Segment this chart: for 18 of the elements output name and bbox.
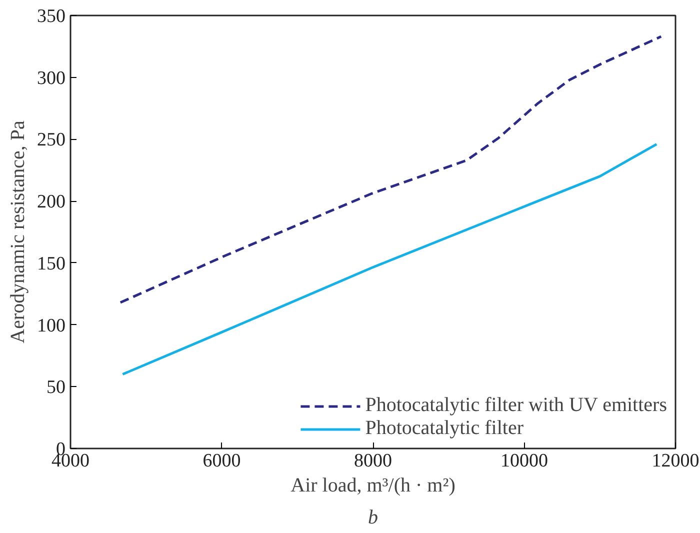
y-tick-label: 200 <box>37 192 66 213</box>
x-tick-label: 12000 <box>652 450 700 472</box>
x-tick-label: 10000 <box>500 450 548 472</box>
x-tick-label: 8000 <box>354 450 392 472</box>
line-series <box>119 35 662 304</box>
y-tick-label: 100 <box>37 315 66 336</box>
legend-label: Photocatalytic filter <box>365 417 524 440</box>
y-tick-label: 50 <box>46 377 66 398</box>
y-tick-label: 300 <box>37 68 66 89</box>
legend-label: Photocatalytic filter with UV emitters <box>365 394 667 417</box>
x-axis-title: Air load, m³/(h · m²) <box>290 474 456 496</box>
y-tick-label: 150 <box>37 253 66 274</box>
y-axis-title: Aerodynamic resistance, Pa <box>7 120 29 344</box>
y-tick-label: 250 <box>37 130 66 151</box>
text: b <box>368 506 378 528</box>
y-tick-label: 350 <box>37 6 66 27</box>
line-series <box>121 142 658 376</box>
x-tick-label: 6000 <box>202 450 241 472</box>
